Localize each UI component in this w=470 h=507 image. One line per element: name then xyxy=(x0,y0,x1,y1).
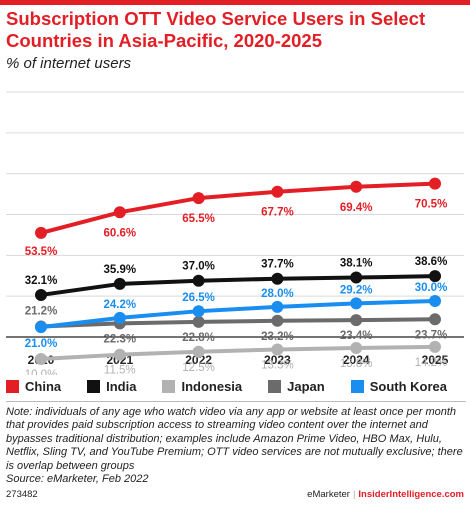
data-point xyxy=(192,305,205,318)
data-label: 70.5% xyxy=(415,199,448,211)
data-label: 60.6% xyxy=(103,227,136,239)
data-point xyxy=(350,271,363,284)
legend-item: South Korea xyxy=(350,378,448,394)
legend-label: India xyxy=(106,378,137,394)
data-point xyxy=(113,206,126,219)
chart-note: Note: individuals of any age who watch v… xyxy=(6,401,466,486)
data-point xyxy=(113,348,126,361)
data-label: 22.8% xyxy=(182,332,215,344)
data-label: 21.2% xyxy=(25,306,58,318)
data-point xyxy=(350,297,363,310)
data-label: 13.3% xyxy=(261,359,294,371)
legend-label: South Korea xyxy=(369,378,448,394)
data-label: 23.2% xyxy=(261,331,294,343)
data-label: 38.6% xyxy=(415,256,448,268)
data-label: 53.5% xyxy=(25,246,58,258)
footer-brand: eMarketer | InsiderIntelligence.com xyxy=(307,489,464,500)
data-label: 13.8% xyxy=(340,358,373,370)
data-point xyxy=(429,340,441,353)
data-label: 23.7% xyxy=(415,329,448,341)
legend-swatch xyxy=(350,379,364,393)
line-chart: 20202021202220232024202553.5%60.6%65.5%6… xyxy=(6,91,464,375)
series-line-indonesia xyxy=(39,344,437,362)
data-point xyxy=(429,270,441,283)
legend-swatch xyxy=(87,379,101,393)
data-point xyxy=(192,345,205,358)
data-label: 30.0% xyxy=(415,282,448,294)
data-label: 14.2% xyxy=(415,357,448,369)
data-label: 11.5% xyxy=(104,365,136,375)
data-point xyxy=(429,177,441,190)
data-point xyxy=(35,288,47,301)
data-point xyxy=(350,180,363,193)
series-line-south-korea xyxy=(39,299,437,330)
data-label: 24.2% xyxy=(103,299,136,311)
data-point xyxy=(271,272,284,285)
data-point xyxy=(35,226,47,239)
chart-subtitle: % of internet users xyxy=(6,55,132,72)
data-label: 69.4% xyxy=(340,202,373,214)
x-tick-label: 2024 xyxy=(343,353,370,367)
data-point xyxy=(192,192,205,205)
legend-swatch xyxy=(268,379,282,393)
data-label: 10.0% xyxy=(25,369,58,375)
data-point xyxy=(35,353,47,366)
data-label: 28.0% xyxy=(261,288,294,300)
data-point xyxy=(192,274,205,287)
data-label: 21.0% xyxy=(25,338,58,350)
legend-swatch xyxy=(162,379,176,393)
data-point xyxy=(350,314,363,327)
legend-swatch xyxy=(6,379,19,393)
footer-separator: | xyxy=(352,489,356,500)
data-point xyxy=(429,313,441,326)
chart-id: 273482 xyxy=(6,489,38,500)
data-point xyxy=(113,311,126,324)
data-point xyxy=(35,321,47,334)
data-point xyxy=(271,343,284,356)
data-label: 26.5% xyxy=(182,292,215,304)
data-label: 37.0% xyxy=(182,261,215,273)
legend-label: China xyxy=(25,378,62,394)
chart-title: Subscription OTT Video Service Users in … xyxy=(6,8,426,51)
site-link[interactable]: InsiderIntelligence.com xyxy=(358,489,464,500)
note-text: Note: individuals of any age who watch v… xyxy=(6,406,463,472)
series-line-india xyxy=(39,274,437,297)
series-line-japan xyxy=(39,317,437,329)
data-label: 35.9% xyxy=(103,264,136,276)
x-tick-label: 2023 xyxy=(264,353,291,367)
legend-label: Japan xyxy=(287,378,325,394)
data-label: 23.4% xyxy=(340,330,373,342)
data-label: 38.1% xyxy=(340,258,373,270)
x-tick-label: 2022 xyxy=(185,353,212,367)
brand-name: eMarketer xyxy=(307,489,350,500)
data-point xyxy=(271,185,284,198)
data-point xyxy=(271,300,284,313)
top-accent-bar xyxy=(0,0,470,5)
legend-item: Indonesia xyxy=(162,379,242,394)
data-label: 29.2% xyxy=(340,284,373,296)
legend-item: China xyxy=(6,379,61,394)
data-label: 32.1% xyxy=(25,275,58,287)
data-label: 22.3% xyxy=(103,333,136,345)
source-text: Source: eMarketer, Feb 2022 xyxy=(6,473,149,486)
data-label: 12.5% xyxy=(182,362,215,374)
data-point xyxy=(113,277,126,290)
data-point xyxy=(271,314,284,327)
series-line-china xyxy=(39,181,437,235)
data-label: 65.5% xyxy=(182,213,215,225)
x-tick-label: 2025 xyxy=(422,353,449,367)
data-point xyxy=(429,295,441,308)
footer: 273482 eMarketer | InsiderIntelligence.com xyxy=(6,489,464,500)
chart-legend: China India Indonesia Japan South Korea xyxy=(6,378,466,394)
legend-item: Japan xyxy=(268,379,325,394)
legend-label: Indonesia xyxy=(181,378,243,394)
data-point xyxy=(350,342,363,355)
data-point xyxy=(192,315,205,328)
data-label: 67.7% xyxy=(261,207,294,219)
data-label: 37.7% xyxy=(261,259,294,271)
legend-item: India xyxy=(87,379,136,394)
